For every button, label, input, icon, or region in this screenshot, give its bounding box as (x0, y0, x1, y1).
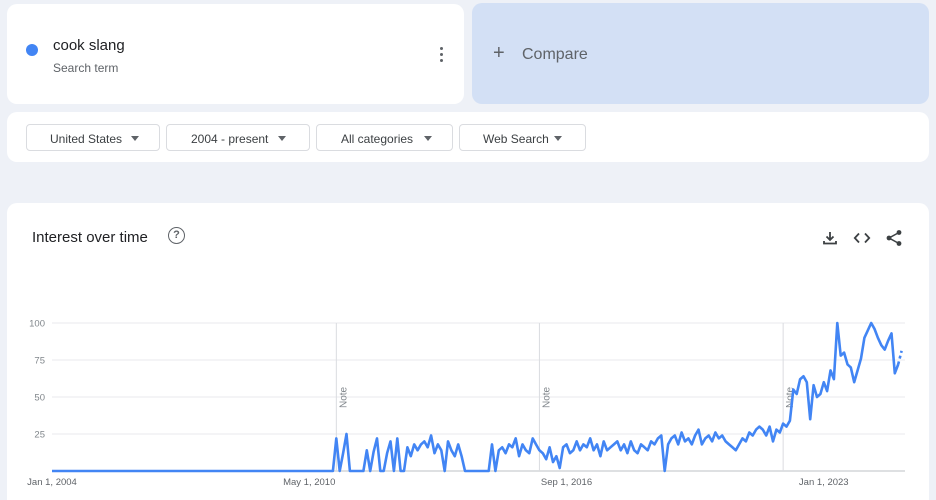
filter-time-range-label: 2004 - present (191, 132, 269, 146)
compare-button[interactable]: + Compare (472, 3, 929, 104)
filter-search-type-dropdown[interactable]: Web Search (459, 124, 586, 151)
embed-code-icon[interactable] (852, 228, 872, 248)
filter-category-label: All categories (341, 132, 414, 146)
y-tick-label: 75 (34, 356, 45, 367)
filter-region-dropdown[interactable]: United States (26, 124, 160, 151)
more-options-icon[interactable] (431, 44, 451, 64)
chevron-down-icon (424, 136, 432, 141)
search-term-subtitle: Search term (53, 61, 119, 75)
y-tick-label: 25 (34, 430, 45, 441)
y-tick-label: 100 (29, 319, 45, 330)
note-label: Note (785, 386, 796, 408)
filter-category-dropdown[interactable]: All categories (316, 124, 453, 151)
chevron-down-icon (554, 136, 562, 141)
x-tick-label: Sep 1, 2016 (541, 477, 592, 488)
help-icon[interactable]: ? (168, 227, 185, 244)
download-icon[interactable] (820, 228, 840, 248)
x-tick-label: Jan 1, 2004 (27, 477, 77, 488)
y-tick-label: 50 (34, 393, 45, 404)
filter-time-range-dropdown[interactable]: 2004 - present (166, 124, 310, 151)
share-icon[interactable] (884, 228, 904, 248)
chart-title: Interest over time (32, 229, 148, 246)
series-color-dot (26, 44, 38, 56)
chevron-down-icon (131, 136, 139, 141)
filter-region-label: United States (50, 132, 123, 146)
chevron-down-icon (278, 136, 286, 141)
plus-icon: + (493, 42, 505, 64)
series-partial-segment (896, 350, 903, 365)
filter-bar: United States 2004 - present All categor… (7, 112, 929, 162)
note-label: Note (338, 386, 349, 408)
search-term-card: cook slang Search term (7, 4, 464, 104)
interest-over-time-card: Interest over time ? 25 50 75 100 Jan 1, 200… (7, 203, 929, 500)
interest-line-chart: 25 50 75 100 Jan 1, 2004 May 1, 2010 Sep 1, 20… (27, 319, 905, 488)
x-tick-label: Jan 1, 2023 (799, 477, 849, 488)
search-term-name[interactable]: cook slang (53, 37, 125, 54)
x-tick-label: May 1, 2010 (283, 477, 335, 488)
compare-label: Compare (522, 46, 588, 63)
filter-search-type-label: Web Search (483, 132, 549, 146)
note-label: Note (541, 386, 552, 408)
series-line (52, 321, 900, 473)
